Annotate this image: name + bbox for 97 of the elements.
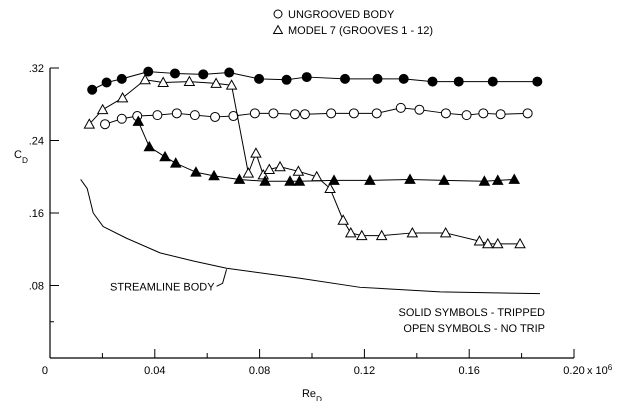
point [404,174,416,184]
point [140,74,151,84]
point [532,76,542,87]
x-tick-label: 0.12 [354,365,376,377]
point [242,168,254,178]
y-tick-label: .32 [28,63,44,75]
point [522,108,533,118]
point [406,227,418,238]
point [224,68,234,78]
point [254,74,264,84]
point [102,78,112,88]
point [198,69,208,80]
point [376,230,388,240]
point [100,119,110,130]
point [160,151,170,162]
y-tick-label: .16 [28,208,44,220]
point [226,80,238,90]
point [414,104,424,115]
point [372,108,382,118]
annotation: STREAMLINE BODY [110,281,216,294]
text: x 10$^{6}$ [587,362,613,377]
point [440,108,451,118]
point [158,77,169,87]
point [398,74,409,84]
x-tick-label: 0.08 [248,365,270,377]
point [170,68,180,78]
point [260,176,271,186]
point [144,141,155,152]
point [264,164,275,174]
point [170,158,182,168]
point [492,174,504,185]
point [462,110,472,120]
x-tick-label: 0 [42,365,48,377]
point [508,174,520,184]
point [514,238,526,248]
x-tick-label: 0.16 [458,365,480,377]
point [234,174,245,184]
point [482,238,494,248]
point [97,104,108,114]
point [268,108,278,118]
point [326,108,336,118]
point [478,176,490,186]
point [345,227,356,238]
y-tick-label: .24 [28,136,44,148]
point [210,78,222,88]
point [300,109,310,120]
point [208,170,220,180]
point [396,102,406,113]
y-tick-label: .08 [28,280,44,292]
point [250,108,260,118]
point [302,72,312,82]
point [292,166,304,176]
point [284,176,296,186]
point [364,174,376,185]
point [338,214,349,225]
point [172,108,182,118]
point [348,108,359,118]
point [210,112,220,122]
annotation: SOLID SYMBOLS - TRIPPED [398,307,546,319]
point [84,118,95,129]
y-axis-title: C$_{D}$ [14,149,28,164]
point [372,74,382,84]
point [143,66,154,77]
point [488,76,498,87]
point [492,238,504,248]
legend-label: MODEL 7 (GROOVES 1 - 12) [288,25,434,37]
point [117,92,128,102]
point [356,230,368,240]
point [250,148,262,158]
point [294,176,305,186]
point [274,161,286,172]
annotation: OPEN SYMBOLS - NO TRIP [403,323,545,335]
point [474,236,485,246]
point [87,84,98,95]
point [282,74,292,85]
point [152,110,162,120]
legend-label: UNGROOVED BODY [288,9,396,21]
point [324,183,336,193]
x-tick-label: 0.20 [563,365,585,377]
point [190,110,200,120]
point [496,109,506,120]
line-series [80,178,540,294]
point [184,76,195,86]
point [340,74,350,84]
point [132,116,144,126]
point [328,174,340,185]
point [454,76,464,87]
point [290,109,300,120]
point [116,74,127,84]
point [428,76,438,87]
point [440,227,452,238]
point [228,111,238,122]
point [438,174,450,185]
point [116,114,127,124]
point [190,166,202,177]
x-tick-label: 0.04 [144,365,166,377]
point [478,108,488,118]
